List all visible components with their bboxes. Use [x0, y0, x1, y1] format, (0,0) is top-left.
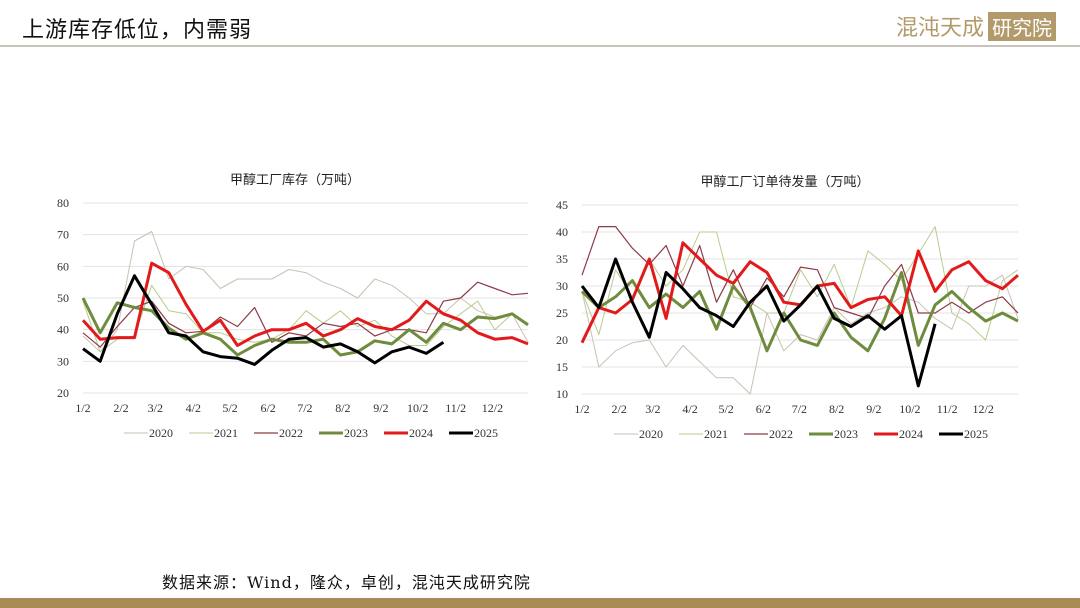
y-tick-label: 40	[57, 323, 69, 337]
x-tick-label: 4/2	[682, 402, 697, 416]
series-line-2023	[81, 297, 529, 357]
x-tick-label: 8/2	[335, 401, 350, 415]
legend-label: 2021	[214, 426, 238, 440]
y-tick-label: 70	[57, 228, 69, 242]
x-tick-label: 7/2	[792, 402, 807, 416]
legend-label: 2022	[279, 426, 303, 440]
x-tick-label: 1/2	[75, 401, 90, 415]
x-tick-label: 9/2	[866, 402, 881, 416]
legend-label: 2021	[704, 427, 728, 441]
logo-text: 混沌天成	[895, 16, 984, 41]
x-tick-label: 8/2	[829, 402, 844, 416]
x-tick-label: 10/2	[407, 401, 428, 415]
legend-label: 2023	[834, 427, 858, 441]
y-tick-label: 20	[556, 333, 568, 347]
y-tick-label: 60	[57, 259, 69, 273]
x-tick-label: 5/2	[222, 401, 237, 415]
header-divider	[0, 45, 1080, 47]
legend-label: 2024	[899, 427, 923, 441]
footer-bar	[0, 598, 1080, 608]
x-tick-label: 12/2	[482, 401, 503, 415]
logo-box: 研究院	[988, 11, 1056, 41]
x-tick-label: 7/2	[297, 401, 312, 415]
x-tick-label: 6/2	[260, 401, 275, 415]
y-tick-label: 30	[57, 354, 69, 368]
source-note: 数据来源：Wind，隆众，卓创，混沌天成研究院	[162, 573, 531, 592]
x-tick-label: 1/2	[574, 402, 589, 416]
x-tick-label: 10/2	[899, 402, 920, 416]
x-tick-label: 6/2	[756, 402, 771, 416]
legend-label: 2022	[769, 427, 793, 441]
series-line-2021	[581, 226, 1019, 341]
y-tick-label: 15	[556, 360, 568, 374]
chart-title: 甲醇工厂库存（万吨）	[230, 172, 360, 188]
legend-label: 2023	[344, 426, 368, 440]
legend-label: 2025	[964, 427, 988, 441]
y-tick-label: 10	[556, 387, 568, 401]
y-tick-label: 25	[556, 306, 568, 320]
x-tick-label: 5/2	[718, 402, 733, 416]
series-line-2024	[81, 261, 529, 347]
y-tick-label: 20	[57, 386, 69, 400]
logo: 混沌天成 研究院	[896, 10, 1056, 42]
x-tick-label: 3/2	[148, 401, 163, 415]
y-tick-label: 40	[556, 225, 568, 239]
y-tick-label: 30	[556, 279, 568, 293]
legend-label: 2025	[474, 426, 498, 440]
y-tick-label: 35	[556, 252, 568, 266]
x-tick-label: 3/2	[645, 402, 660, 416]
x-tick-label: 12/2	[972, 402, 993, 416]
y-tick-label: 45	[556, 198, 568, 212]
x-tick-label: 4/2	[186, 401, 201, 415]
series-line-2022	[82, 281, 529, 348]
x-tick-label: 11/2	[937, 402, 958, 416]
legend-label: 2024	[409, 426, 433, 440]
page-title: 上游库存低位，内需弱	[22, 18, 253, 43]
y-tick-label: 50	[57, 291, 69, 305]
x-tick-label: 9/2	[373, 401, 388, 415]
series-line-2025	[580, 257, 937, 388]
chart-title: 甲醇工厂订单待发量（万吨）	[700, 174, 869, 190]
series-line-2020	[581, 274, 1019, 395]
legend-label: 2020	[639, 427, 663, 441]
series-line-2022	[581, 226, 1019, 319]
x-tick-label: 11/2	[445, 401, 466, 415]
x-tick-label: 2/2	[612, 402, 627, 416]
legend-label: 2020	[149, 426, 173, 440]
series-line-2023	[580, 271, 1019, 353]
x-tick-label: 2/2	[113, 401, 128, 415]
y-tick-label: 80	[57, 196, 69, 210]
series-line-2025	[82, 274, 445, 366]
series-line-2020	[82, 231, 529, 353]
